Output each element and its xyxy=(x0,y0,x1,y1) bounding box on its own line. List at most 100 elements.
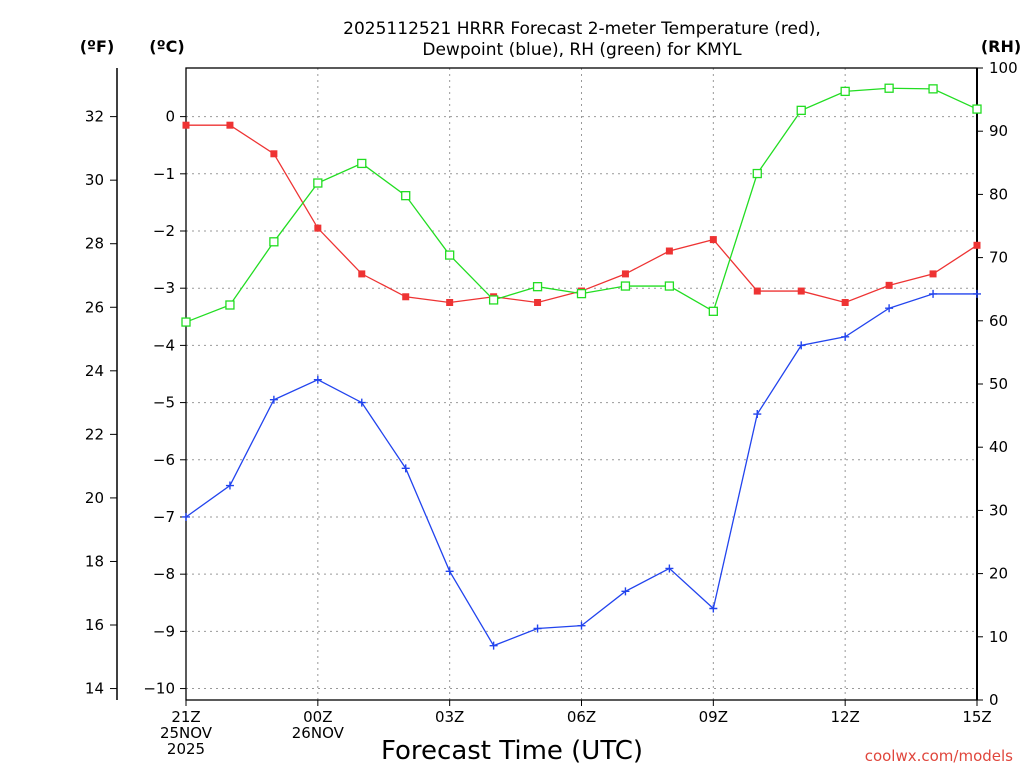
time-tick-label: 2025 xyxy=(167,740,205,758)
dewpoint-point xyxy=(973,289,981,298)
dewpoint-point xyxy=(401,464,410,473)
dewpoint-point xyxy=(621,587,630,596)
dewpoint-point xyxy=(533,624,542,633)
rh-series xyxy=(181,83,982,327)
2-meter-temperature-point xyxy=(929,270,937,278)
rh-tick-label: 70 xyxy=(989,249,1008,267)
fahrenheit-tick-label: 30 xyxy=(85,171,104,189)
2-meter-temperature-point xyxy=(182,121,190,129)
rh-point xyxy=(401,191,411,201)
2-meter-temperature-point xyxy=(665,247,673,255)
fahrenheit-unit-label: (ºF) xyxy=(80,37,115,56)
dewpoint-point xyxy=(313,375,322,384)
celsius-tick-label: −2 xyxy=(153,222,175,240)
fahrenheit-tick-label: 22 xyxy=(85,425,104,443)
2-meter-temperature-point xyxy=(885,281,893,289)
2-meter-temperature-point xyxy=(797,287,805,295)
2-meter-temperature-point xyxy=(226,121,234,129)
rh-tick-label: 50 xyxy=(989,375,1008,393)
dewpoint-point xyxy=(797,341,806,350)
axes: 14161820222426283032−10−9−8−7−6−5−4−3−2−… xyxy=(85,59,1018,758)
celsius-tick-label: −7 xyxy=(153,508,175,526)
rh-point xyxy=(796,105,806,115)
dewpoint-point xyxy=(445,567,454,576)
rh-point xyxy=(928,84,938,94)
celsius-tick-label: −8 xyxy=(153,565,175,583)
celsius-tick-label: −10 xyxy=(143,680,175,698)
rh-point xyxy=(620,281,631,291)
rh-point xyxy=(357,158,367,169)
dewpoint-point xyxy=(929,289,938,298)
rh-point xyxy=(972,104,982,114)
fahrenheit-tick-label: 14 xyxy=(85,680,104,698)
dewpoint-line xyxy=(185,293,977,647)
2-meter-temperature-point xyxy=(314,224,322,232)
2-meter-temperature-point xyxy=(841,298,849,306)
time-tick-label: 21Z xyxy=(171,708,200,726)
rh-tick-label: 80 xyxy=(989,185,1008,203)
celsius-tick-label: −4 xyxy=(153,336,175,354)
rh-tick-label: 10 xyxy=(989,628,1008,646)
fahrenheit-tick-label: 24 xyxy=(85,362,104,380)
dewpoint-point xyxy=(665,564,674,573)
celsius-tick-label: 0 xyxy=(165,108,175,126)
celsius-tick-label: −1 xyxy=(153,165,175,183)
dewpoint-point xyxy=(885,304,894,313)
rh-point xyxy=(445,250,455,260)
celsius-tick-label: −5 xyxy=(153,394,175,412)
rh-unit-label: (RH) xyxy=(981,37,1021,56)
dewpoint-series xyxy=(182,289,981,650)
celsius-unit-label: (ºC) xyxy=(149,37,184,56)
fahrenheit-tick-label: 28 xyxy=(85,235,104,253)
rh-tick-label: 60 xyxy=(989,312,1008,330)
rh-point xyxy=(884,83,894,93)
celsius-tick-label: −3 xyxy=(153,279,175,297)
2-meter-temperature-point xyxy=(753,287,761,295)
plot-frame xyxy=(185,67,978,701)
dewpoint-point xyxy=(357,398,366,407)
rh-point xyxy=(664,281,675,291)
rh-point xyxy=(576,288,587,299)
time-tick-label: 26NOV xyxy=(292,724,345,742)
rh-tick-label: 20 xyxy=(989,565,1008,583)
time-tick-label: 09Z xyxy=(699,708,728,726)
2-meter-temperature-point xyxy=(446,298,454,306)
rh-tick-label: 40 xyxy=(989,438,1008,456)
chart-title-line-2: Dewpoint (blue), RH (green) for KMYL xyxy=(422,40,742,60)
fahrenheit-tick-label: 26 xyxy=(85,298,104,316)
chart-title-line-1: 2025112521 HRRR Forecast 2-meter Tempera… xyxy=(343,19,821,39)
celsius-tick-label: −9 xyxy=(153,622,175,640)
dewpoint-point xyxy=(577,621,586,630)
rh-point xyxy=(752,168,762,179)
2-meter-temperature-point xyxy=(534,298,542,306)
dewpoint-point xyxy=(182,512,190,521)
rh-point xyxy=(225,300,235,310)
fahrenheit-tick-label: 16 xyxy=(85,616,104,634)
dewpoint-point xyxy=(225,481,234,490)
time-tick-label: 12Z xyxy=(830,708,859,726)
rh-point xyxy=(532,282,543,292)
credit-text: coolwx.com/models xyxy=(865,747,1013,765)
dewpoint-point xyxy=(709,604,718,613)
2-meter-temperature-point xyxy=(621,270,629,278)
fahrenheit-tick-label: 18 xyxy=(85,552,104,570)
2-meter-temperature-point xyxy=(270,150,278,158)
rh-tick-label: 30 xyxy=(989,501,1008,519)
time-tick-label: 03Z xyxy=(435,708,464,726)
grid xyxy=(185,68,978,700)
rh-point xyxy=(840,86,850,97)
dewpoint-point xyxy=(753,410,762,419)
2-meter-temperature-point xyxy=(973,241,981,249)
2-meter-temperature-point xyxy=(358,270,366,278)
time-tick-label: 25NOV xyxy=(160,724,213,742)
rh-point xyxy=(488,295,499,305)
rh-point xyxy=(313,178,323,188)
2-meter-temperature-point xyxy=(402,293,410,301)
rh-point xyxy=(708,306,718,316)
rh-point xyxy=(269,237,279,247)
dewpoint-point xyxy=(269,395,278,404)
rh-tick-label: 0 xyxy=(989,691,999,709)
fahrenheit-tick-label: 20 xyxy=(85,489,104,507)
time-tick-label: 06Z xyxy=(567,708,596,726)
